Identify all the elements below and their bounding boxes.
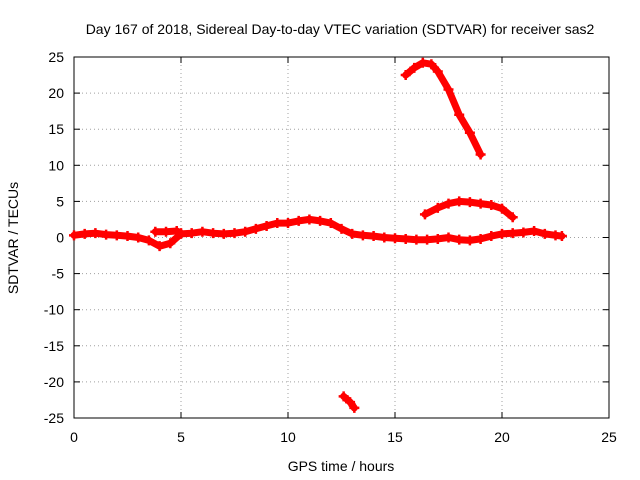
data-point bbox=[497, 203, 507, 214]
data-point bbox=[454, 196, 465, 207]
data-point bbox=[349, 402, 360, 413]
x-tick-label: 20 bbox=[494, 429, 510, 445]
data-point bbox=[347, 228, 358, 239]
grid-lines bbox=[74, 57, 609, 418]
data-point bbox=[336, 223, 347, 234]
data-point bbox=[426, 59, 437, 70]
data-point bbox=[229, 228, 240, 239]
x-tick-label: 25 bbox=[601, 429, 617, 445]
data-point bbox=[507, 228, 518, 239]
data-point bbox=[475, 233, 486, 244]
data-point bbox=[186, 228, 197, 239]
data-point bbox=[176, 228, 186, 239]
data-point bbox=[409, 62, 420, 73]
x-tick-label: 0 bbox=[70, 429, 78, 445]
y-axis-label: SDTVAR / TECUs bbox=[5, 182, 21, 294]
data-point bbox=[400, 233, 411, 244]
data-point bbox=[475, 149, 486, 160]
data-point bbox=[304, 214, 315, 225]
data-point bbox=[315, 215, 326, 226]
data-point bbox=[368, 231, 379, 242]
data-point bbox=[293, 215, 304, 226]
data-point bbox=[111, 230, 122, 241]
data-point bbox=[422, 234, 433, 245]
data-point bbox=[250, 223, 261, 234]
data-point bbox=[143, 235, 154, 246]
data-point bbox=[443, 84, 454, 95]
data-point bbox=[454, 109, 465, 120]
data-point bbox=[357, 230, 368, 241]
data-point bbox=[464, 127, 475, 138]
data-point bbox=[325, 218, 336, 229]
data-point bbox=[165, 238, 176, 249]
data-point bbox=[150, 226, 161, 237]
y-tick-label: -10 bbox=[44, 302, 64, 318]
data-point bbox=[475, 198, 486, 209]
data-point bbox=[197, 226, 208, 237]
axis-ticks: 0 5 10 15 20 25 -25 -20 -15 -10 -5 0 5 10 15 20 25 bbox=[44, 49, 617, 445]
data-point bbox=[529, 226, 540, 237]
y-tick-label: -15 bbox=[44, 338, 64, 354]
data-point bbox=[101, 229, 112, 240]
y-tick-label: 10 bbox=[48, 157, 64, 173]
y-tick-label: 0 bbox=[56, 230, 64, 246]
data-point bbox=[507, 212, 518, 223]
data-point bbox=[79, 228, 90, 239]
data-point bbox=[443, 198, 454, 209]
data-point bbox=[432, 233, 443, 244]
data-series bbox=[69, 57, 567, 413]
data-point bbox=[161, 226, 172, 237]
chart-title: Day 167 of 2018, Sidereal Day-to-day VTE… bbox=[86, 21, 595, 37]
series-line-upper-arc bbox=[402, 59, 485, 158]
data-point bbox=[379, 232, 390, 243]
data-point bbox=[154, 241, 165, 252]
data-point bbox=[261, 220, 272, 231]
data-point bbox=[133, 232, 144, 243]
data-point bbox=[443, 232, 454, 243]
data-point bbox=[122, 231, 133, 242]
data-point bbox=[486, 200, 497, 211]
data-point bbox=[497, 228, 507, 239]
series-line-main-trace bbox=[70, 215, 566, 250]
data-point bbox=[272, 218, 283, 229]
x-tick-label: 15 bbox=[387, 429, 403, 445]
data-point bbox=[390, 233, 400, 244]
x-tick-label: 5 bbox=[177, 429, 185, 445]
data-point bbox=[556, 231, 567, 242]
data-point bbox=[283, 218, 293, 229]
data-point bbox=[400, 70, 411, 81]
x-axis-label: GPS time / hours bbox=[288, 458, 395, 474]
x-tick-label: 10 bbox=[280, 429, 296, 445]
data-point bbox=[464, 235, 475, 246]
y-tick-label: -5 bbox=[52, 266, 65, 282]
data-point bbox=[90, 228, 101, 239]
data-point bbox=[419, 209, 430, 220]
data-point bbox=[69, 230, 79, 241]
data-point bbox=[417, 57, 428, 68]
y-tick-label: -25 bbox=[44, 410, 64, 426]
data-point bbox=[240, 226, 251, 237]
data-point bbox=[345, 397, 356, 408]
data-point bbox=[432, 202, 443, 213]
data-point bbox=[486, 231, 497, 242]
data-point bbox=[454, 234, 465, 245]
data-point bbox=[539, 228, 550, 239]
data-point bbox=[218, 228, 229, 239]
data-point bbox=[432, 66, 443, 77]
data-point bbox=[411, 234, 422, 245]
y-tick-label: -20 bbox=[44, 374, 64, 390]
data-point bbox=[208, 228, 219, 239]
y-tick-label: 5 bbox=[56, 193, 64, 209]
data-point bbox=[518, 227, 529, 238]
data-point bbox=[464, 197, 475, 208]
y-tick-label: 15 bbox=[48, 121, 64, 137]
y-tick-label: 20 bbox=[48, 85, 64, 101]
y-tick-label: 25 bbox=[48, 49, 64, 65]
data-point bbox=[338, 391, 349, 402]
